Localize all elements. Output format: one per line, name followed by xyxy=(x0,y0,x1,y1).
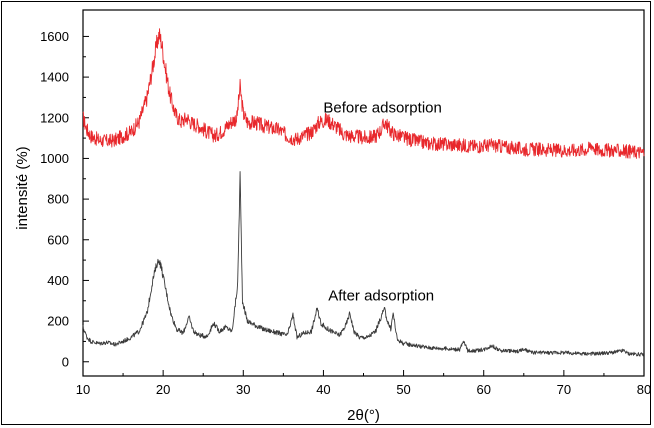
x-tick-label: 70 xyxy=(557,382,571,397)
series-line-before xyxy=(82,28,645,159)
x-tick-label: 50 xyxy=(396,382,410,397)
y-tick-label: 400 xyxy=(47,273,69,288)
x-tick-label: 20 xyxy=(156,382,170,397)
axes: 10 20 30 40 50 60 70 80020040060080010001200140… xyxy=(40,9,651,397)
annotation-before-adsorption: Before adsorption xyxy=(323,100,441,117)
x-axis-title: 2θ(°) xyxy=(347,407,380,424)
y-tick-label: 800 xyxy=(47,192,69,207)
y-tick-label: 1600 xyxy=(40,29,69,44)
series-line-after xyxy=(82,171,645,357)
x-tick-label: 10 xyxy=(76,382,90,397)
y-tick-label: 1400 xyxy=(40,70,69,85)
x-tick-label: 40 xyxy=(316,382,330,397)
y-tick-label: 0 xyxy=(62,354,69,369)
annotation-after-adsorption: After adsorption xyxy=(328,287,434,304)
x-tick-label: 60 xyxy=(476,382,490,397)
y-tick-label: 1200 xyxy=(40,110,69,125)
y-axis-title: intensité (%) xyxy=(14,146,31,229)
plot-area xyxy=(82,28,645,357)
y-tick-label: 600 xyxy=(47,232,69,247)
y-tick-label: 200 xyxy=(47,314,69,329)
y-tick-label: 1000 xyxy=(40,151,69,166)
x-tick-label: 80 xyxy=(637,382,651,397)
plot-border xyxy=(82,9,645,377)
x-tick-label: 30 xyxy=(236,382,250,397)
